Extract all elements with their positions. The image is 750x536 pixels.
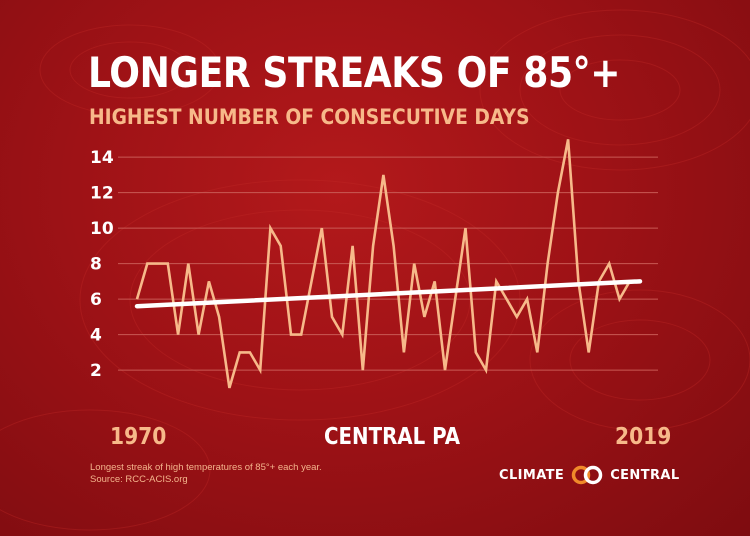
- y-tick-label: 10: [90, 219, 114, 239]
- y-tick-label: 8: [90, 255, 102, 275]
- y-tick-label: 4: [90, 326, 102, 346]
- chart-subtitle: HIGHEST NUMBER OF CONSECUTIVE DAYS: [89, 105, 530, 129]
- streak-line: [135, 139, 640, 389]
- logo-rings-icon: [571, 465, 603, 485]
- region-label: CENTRAL PA: [324, 424, 461, 450]
- logo-word-left: CLIMATE: [499, 467, 565, 483]
- footnote-description: Longest streak of high temperatures of 8…: [90, 462, 322, 473]
- trend-line: [134, 279, 643, 309]
- logo-word-right: CENTRAL: [610, 467, 680, 483]
- data-series: [135, 139, 640, 389]
- y-tick-label: 2: [90, 361, 102, 381]
- climate-central-logo: CLIMATE CENTRAL: [499, 465, 680, 485]
- end-year-label: 2019: [615, 424, 672, 450]
- y-tick-label: 14: [90, 148, 114, 168]
- chart-title: LONGER STREAKS OF 85°+: [88, 48, 621, 97]
- y-tick-label: 6: [90, 290, 102, 310]
- start-year-label: 1970: [110, 424, 167, 450]
- gridlines: [118, 156, 658, 371]
- y-tick-label: 12: [90, 184, 114, 204]
- trend-group: [134, 279, 643, 309]
- footnote-source: Source: RCC-ACIS.org: [90, 474, 188, 485]
- y-axis-ticks: 2 4 6 8 10 12 14: [90, 148, 114, 381]
